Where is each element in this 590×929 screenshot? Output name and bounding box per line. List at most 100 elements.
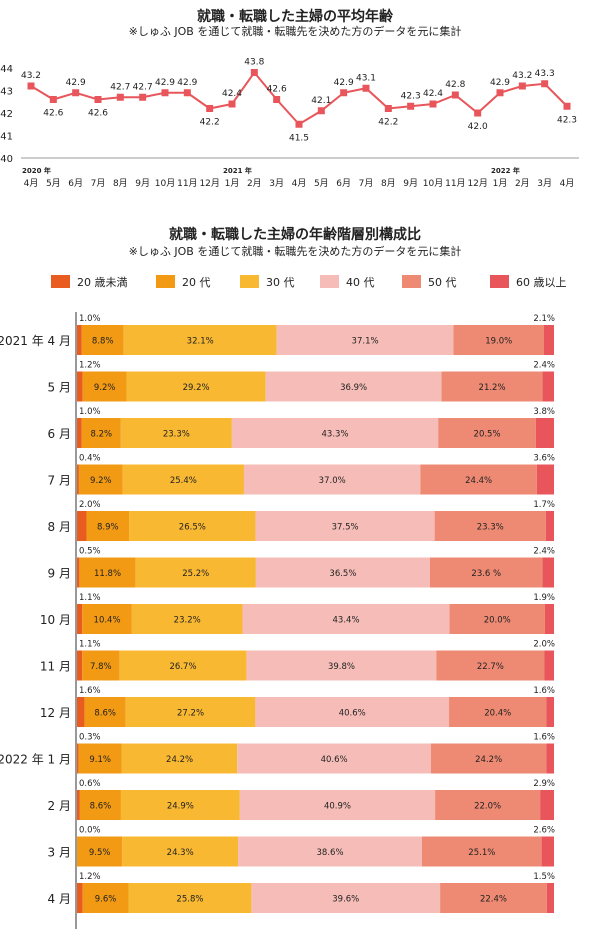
bar-segment <box>237 743 431 774</box>
bar-segment <box>79 557 136 588</box>
legend-label: 50 代 <box>428 276 457 289</box>
bar-data-label: 24.3% <box>167 848 194 858</box>
x-tick-label: 4月 <box>292 178 307 189</box>
bar-segment <box>276 325 454 355</box>
bar-segment <box>540 790 554 820</box>
bar-segment <box>544 604 554 634</box>
bar-segment <box>81 418 121 448</box>
bar-data-label: 25.8% <box>176 895 203 905</box>
bar-segment <box>422 836 542 867</box>
bar-segment <box>86 511 130 541</box>
data-label: 42.3 <box>401 91 421 101</box>
data-label: 43.1 <box>356 73 376 83</box>
category-label: 3 月 <box>48 846 71 860</box>
bar-data-label: 23.2% <box>174 616 201 626</box>
data-point <box>250 69 258 76</box>
bar-segment <box>77 464 79 495</box>
bar-segment <box>77 325 82 355</box>
bar-segment <box>434 511 546 541</box>
legend-swatch <box>320 275 339 288</box>
bar-data-label: 1.5% <box>533 872 555 882</box>
category-label: 4 月 <box>48 892 71 906</box>
legend-label: 30 代 <box>266 276 295 289</box>
bar-segment <box>77 418 82 448</box>
bar-segment <box>122 464 244 495</box>
data-point <box>94 96 102 103</box>
bar-segment <box>82 371 127 402</box>
bar-segment <box>121 743 238 774</box>
bar-segment <box>126 371 266 402</box>
bar-segment <box>135 557 256 588</box>
x-tick-label: 12月 <box>467 178 487 189</box>
bar-segment <box>546 743 554 774</box>
bar-segment <box>77 511 87 541</box>
bar-segment <box>82 883 129 913</box>
bar-data-label: 36.9% <box>340 383 367 393</box>
category-label: 8 月 <box>48 520 71 534</box>
data-point <box>206 105 214 112</box>
x-tick-label: 9月 <box>403 178 418 189</box>
data-point <box>116 93 124 101</box>
bar-data-label: 21.2% <box>479 383 506 393</box>
bar-data-label: 8.8% <box>92 337 114 347</box>
bar-segment <box>238 836 423 867</box>
bar-data-label: 22.7% <box>477 662 504 672</box>
bar-segment <box>251 883 441 913</box>
bar-data-label: 0.5% <box>79 547 101 557</box>
y-tick-label: 43 <box>0 87 13 98</box>
x-tick-label: 12月 <box>199 178 219 189</box>
bar-data-label: 24.2% <box>166 755 193 765</box>
data-point <box>183 89 191 97</box>
data-point <box>27 82 35 90</box>
x-tick-label: 11月 <box>445 178 465 189</box>
data-label: 43.3 <box>535 69 555 79</box>
bar-data-label: 37.0% <box>319 476 346 486</box>
data-point <box>451 91 459 99</box>
x-tick-label: 5月 <box>314 178 329 189</box>
bar-data-label: 2.0% <box>79 500 101 510</box>
bar-segment <box>79 790 121 820</box>
bar-segment <box>440 883 547 913</box>
legend-swatch <box>490 275 509 288</box>
bar-segment <box>255 557 430 588</box>
bar-data-label: 38.6% <box>317 848 344 858</box>
bar-data-label: 24.9% <box>167 802 194 812</box>
data-point <box>541 80 549 88</box>
bar-data-label: 20.5% <box>474 430 501 440</box>
bar-data-label: 26.7% <box>170 662 197 672</box>
bar-segment <box>128 883 252 913</box>
x-tick-label: 10月 <box>155 178 175 189</box>
bar-data-label: 2.1% <box>533 314 555 324</box>
bar-data-label: 37.1% <box>352 337 379 347</box>
bar-segment <box>265 371 442 402</box>
bar-data-label: 1.0% <box>79 407 101 417</box>
data-point <box>384 105 392 112</box>
x-tick-label: 1月 <box>493 178 508 189</box>
x-tick-label: 7月 <box>91 178 106 189</box>
category-label: 5 月 <box>48 381 71 395</box>
data-label: 42.9 <box>490 78 510 88</box>
bar-segment <box>535 418 554 448</box>
bar-segment <box>546 883 554 913</box>
data-point <box>474 109 482 117</box>
bar-segment <box>542 557 554 588</box>
y-tick-label: 42 <box>0 109 13 120</box>
data-point <box>228 100 236 108</box>
bar-data-label: 43.4% <box>333 616 360 626</box>
bar-data-label: 32.1% <box>187 337 214 347</box>
bar-data-label: 0.4% <box>79 454 101 464</box>
bar-data-label: 1.6% <box>79 686 101 696</box>
bar-data-label: 1.1% <box>79 640 101 650</box>
data-label: 42.3 <box>557 115 577 125</box>
x-tick-label: 7月 <box>359 178 374 189</box>
bar-segment <box>545 511 554 541</box>
bar-data-label: 9.2% <box>90 476 112 486</box>
bar-segment <box>546 697 554 727</box>
bar-data-label: 24.4% <box>465 476 492 486</box>
data-point <box>407 102 415 110</box>
data-point <box>49 96 57 103</box>
bar-chart-title: 就職・転職した主婦の年齢階層別構成比 <box>169 227 421 243</box>
bar-data-label: 25.2% <box>182 569 209 579</box>
x-tick-label: 1月 <box>225 178 240 189</box>
bar-data-label: 1.2% <box>79 872 101 882</box>
